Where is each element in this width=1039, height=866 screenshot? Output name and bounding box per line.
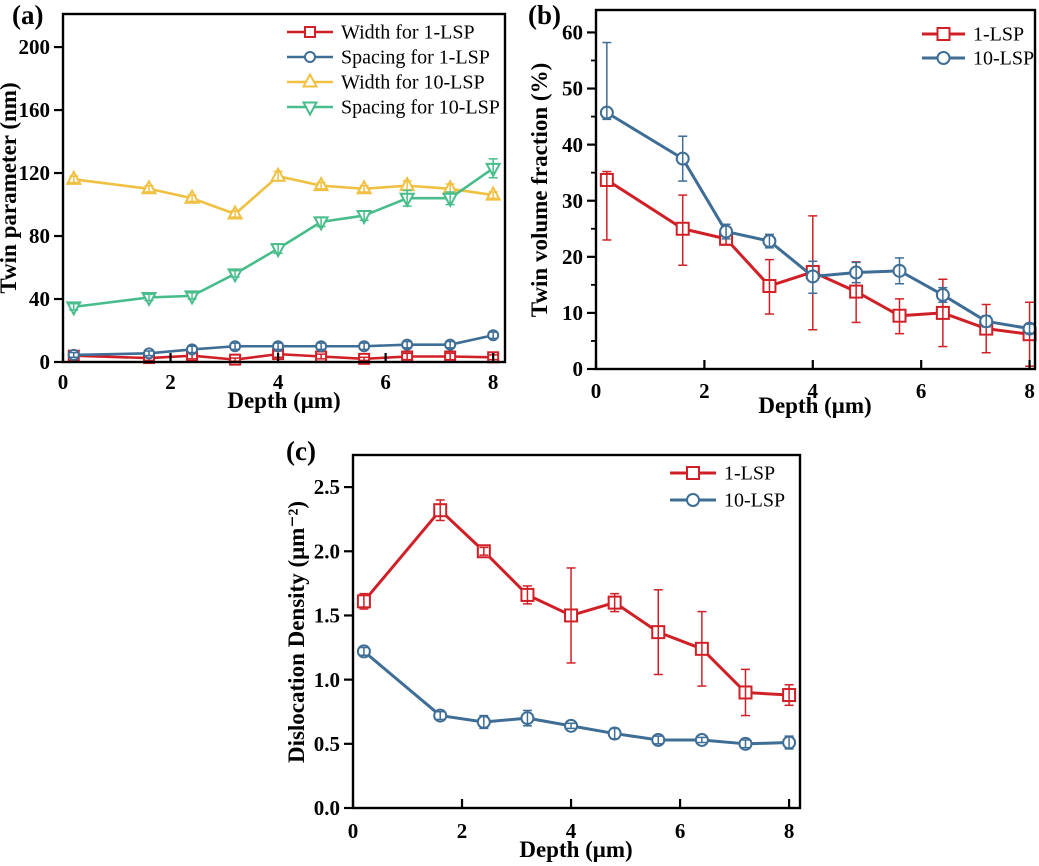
legend: Width for 1-LSP Spacing for 1-LSP Width fo…	[287, 22, 500, 119]
x-tick-label: 4	[808, 379, 819, 403]
legend-item-1-lsp: 1-LSP	[922, 24, 1024, 46]
square-marker	[936, 27, 951, 41]
triangle-up-marker	[301, 72, 319, 88]
legend-label: Spacing for 1-LSP	[341, 47, 490, 69]
y-tick-label: 0	[40, 350, 51, 374]
y-tick-label: 1.5	[314, 604, 340, 628]
legend-item-spacing-for-10-lsp: Spacing for 10-LSP	[287, 97, 500, 119]
series-width-for-1-lsp	[67, 348, 500, 366]
series-width-for-10-lsp	[65, 166, 502, 220]
x-tick-label: 8	[784, 819, 795, 843]
panel-a: (a) 0 2 4 6 8 0 40 80 120 160 200 Depth (μm) Twin pa…	[0, 0, 519, 430]
legend-label: 1-LSP	[973, 24, 1024, 46]
x-axis-title: Depth (μm)	[519, 837, 632, 862]
x-tick-label: 0	[58, 370, 69, 394]
x-tick-label: 8	[1024, 379, 1035, 403]
x-tick-label: 8	[488, 370, 499, 394]
legend-item-1-lsp: 1-LSP	[670, 463, 775, 485]
x-tick-label: 2	[165, 370, 176, 394]
y-tick-label: 1.0	[314, 668, 340, 692]
y-axis-title: Twin parameter (nm)	[0, 82, 21, 293]
x-tick-label: 0	[591, 379, 602, 403]
panel-b: (b) 0 2 4 6 8 0 10 20 30 40 50 60 Depth (μm) Twin vol…	[519, 0, 1039, 430]
panel-a-label: (a)	[12, 0, 44, 30]
series-1-lsp	[356, 499, 797, 717]
circle-marker	[936, 51, 951, 65]
square-marker	[304, 26, 316, 38]
panel-b-label: (b)	[528, 0, 561, 30]
legend-label: Width for 10-LSP	[341, 72, 485, 94]
y-axis-title: Dislocation Density (μm⁻²)	[284, 501, 309, 763]
y-tick-label: 0.5	[314, 732, 340, 756]
legend-item-10-lsp: 10-LSP	[670, 490, 785, 512]
x-axis-title: Depth (μm)	[227, 388, 340, 413]
circle-marker	[686, 493, 700, 507]
y-tick-label: 2.0	[314, 539, 340, 563]
y-axis-title: Twin volume fraction (%)	[527, 63, 552, 317]
y-tick-label: 2.5	[314, 475, 340, 499]
legend-label: Spacing for 10-LSP	[341, 97, 500, 119]
panel-c-chart: 0 2 4 6 8 0.0 0.5 1.0 1.5 2.0 2.5 Depth (μm) Disloca…	[284, 453, 802, 862]
panel-c-label: (c)	[286, 436, 316, 466]
legend-item-spacing-for-1-lsp: Spacing for 1-LSP	[287, 47, 490, 69]
y-tick-label: 20	[562, 245, 583, 269]
circle-marker	[304, 51, 316, 63]
x-tick-label: 6	[380, 370, 391, 394]
y-tick-label: 60	[562, 21, 583, 45]
series-10-lsp	[599, 41, 1037, 336]
y-tick-label: 0.0	[314, 796, 340, 820]
legend-label: 10-LSP	[973, 48, 1034, 70]
series-spacing-for-1-lsp	[67, 329, 500, 361]
y-tick-label: 80	[29, 224, 50, 248]
legend-label: Width for 1-LSP	[341, 22, 475, 44]
plot-border	[594, 8, 1037, 371]
y-tick-label: 160	[19, 98, 51, 122]
triangle-down-marker	[301, 101, 319, 117]
legend-label: 10-LSP	[724, 490, 785, 512]
series-line	[606, 111, 1030, 331]
series-10-lsp	[356, 644, 797, 751]
legend-item-10-lsp: 10-LSP	[922, 48, 1034, 70]
y-tick-label: 10	[562, 301, 583, 325]
legend-item-width-for-1-lsp: Width for 1-LSP	[287, 22, 475, 44]
series-line	[73, 174, 494, 216]
y-tick-label: 50	[562, 77, 583, 101]
plot-border	[61, 12, 507, 364]
series-line	[606, 178, 1030, 336]
x-tick-label: 6	[675, 819, 686, 843]
legend: 1-LSP 10-LSP	[670, 463, 785, 512]
series-line	[362, 508, 790, 697]
x-tick-label: 2	[699, 379, 710, 403]
y-tick-label: 200	[19, 35, 51, 59]
series-line	[73, 333, 494, 357]
plot-border	[351, 453, 802, 810]
series-spacing-for-10-lsp	[65, 158, 502, 317]
panel-b-chart: 0 2 4 6 8 0 10 20 30 40 50 60 Depth (μm) Twin volume …	[527, 8, 1037, 418]
legend-item-width-for-10-lsp: Width for 10-LSP	[287, 72, 485, 94]
x-axis-title: Depth (μm)	[758, 393, 871, 418]
x-tick-label: 4	[273, 370, 284, 394]
x-tick-label: 6	[916, 379, 927, 403]
y-tick-label: 120	[19, 161, 51, 185]
series-line	[362, 650, 790, 746]
y-tick-label: 40	[562, 133, 583, 157]
series-1-lsp	[599, 170, 1037, 367]
panel-c: (c) 0 2 4 6 8 0.0 0.5 1.0 1.5 2.0 2.5 Depth (μm) Dis…	[280, 430, 810, 866]
x-tick-label: 4	[566, 819, 577, 843]
square-marker	[686, 466, 700, 480]
y-tick-label: 0	[573, 357, 584, 381]
y-tick-label: 40	[29, 287, 50, 311]
legend-label: 1-LSP	[724, 463, 775, 485]
x-tick-label: 2	[457, 819, 468, 843]
series-line	[73, 167, 494, 309]
x-tick-label: 0	[348, 819, 359, 843]
y-tick-label: 30	[562, 189, 583, 213]
